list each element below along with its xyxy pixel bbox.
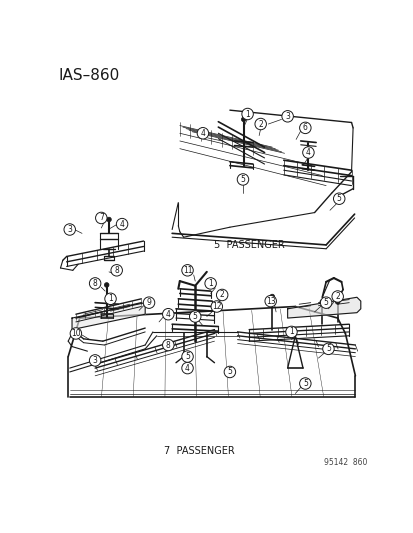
Circle shape	[89, 354, 101, 366]
Text: 5: 5	[323, 298, 328, 307]
Circle shape	[111, 264, 122, 276]
Text: 4: 4	[200, 129, 205, 138]
Text: 6: 6	[302, 123, 307, 132]
Text: 11: 11	[183, 266, 192, 275]
Circle shape	[302, 147, 313, 158]
Text: 5: 5	[240, 175, 245, 184]
Circle shape	[237, 174, 248, 185]
Circle shape	[181, 264, 193, 276]
Circle shape	[104, 282, 109, 287]
Circle shape	[216, 289, 228, 301]
Text: 3: 3	[285, 112, 290, 121]
Text: 5: 5	[227, 367, 232, 376]
Circle shape	[104, 293, 116, 304]
Text: 5: 5	[325, 344, 330, 353]
Circle shape	[299, 378, 310, 389]
Text: 4: 4	[305, 148, 310, 157]
Text: 5: 5	[302, 379, 307, 388]
Circle shape	[269, 294, 274, 299]
Text: 2: 2	[219, 290, 224, 300]
Circle shape	[223, 366, 235, 378]
Text: 3: 3	[93, 356, 97, 365]
Polygon shape	[72, 303, 145, 329]
Circle shape	[143, 297, 154, 309]
Text: 4: 4	[166, 310, 170, 319]
Circle shape	[162, 340, 173, 351]
Circle shape	[241, 108, 253, 120]
Text: 7: 7	[99, 213, 104, 222]
Text: 3: 3	[67, 225, 72, 234]
Circle shape	[333, 193, 344, 205]
Text: 1: 1	[244, 109, 249, 118]
Text: 12: 12	[211, 302, 221, 311]
Text: 8: 8	[114, 266, 119, 275]
Circle shape	[181, 362, 193, 374]
Text: IAS–860: IAS–860	[59, 68, 120, 83]
Circle shape	[299, 122, 310, 134]
Text: 10: 10	[71, 329, 81, 338]
Circle shape	[107, 217, 111, 222]
Text: 4: 4	[185, 364, 190, 373]
Text: 8: 8	[166, 341, 170, 350]
Circle shape	[89, 278, 101, 289]
Circle shape	[241, 117, 245, 122]
Circle shape	[197, 127, 208, 139]
Circle shape	[189, 311, 200, 322]
Circle shape	[331, 291, 343, 302]
Circle shape	[264, 295, 276, 307]
Text: 1: 1	[288, 327, 293, 336]
Text: 1: 1	[208, 279, 213, 288]
Text: 4: 4	[119, 220, 124, 229]
Circle shape	[70, 328, 81, 339]
Circle shape	[281, 110, 293, 122]
Text: 5: 5	[336, 194, 341, 203]
Circle shape	[116, 219, 128, 230]
Text: 5  PASSENGER: 5 PASSENGER	[213, 240, 284, 250]
Circle shape	[319, 300, 324, 304]
Circle shape	[322, 343, 333, 354]
Text: 8: 8	[93, 279, 97, 288]
Circle shape	[162, 309, 173, 320]
Text: 13: 13	[265, 297, 275, 305]
Text: 1: 1	[108, 294, 113, 303]
Circle shape	[335, 300, 339, 304]
Circle shape	[64, 224, 75, 235]
Text: 9: 9	[146, 298, 151, 307]
Text: 2: 2	[258, 119, 262, 128]
Circle shape	[254, 118, 266, 130]
Circle shape	[204, 278, 216, 289]
Circle shape	[285, 326, 297, 338]
Circle shape	[181, 351, 193, 362]
Text: 7  PASSENGER: 7 PASSENGER	[163, 446, 234, 456]
Circle shape	[211, 301, 222, 312]
Circle shape	[95, 212, 107, 224]
Text: 5: 5	[192, 312, 197, 321]
Polygon shape	[287, 297, 360, 318]
Text: 2: 2	[335, 292, 339, 301]
Text: 95142  860: 95142 860	[323, 458, 367, 467]
Text: 5: 5	[185, 352, 190, 361]
Circle shape	[320, 297, 331, 309]
